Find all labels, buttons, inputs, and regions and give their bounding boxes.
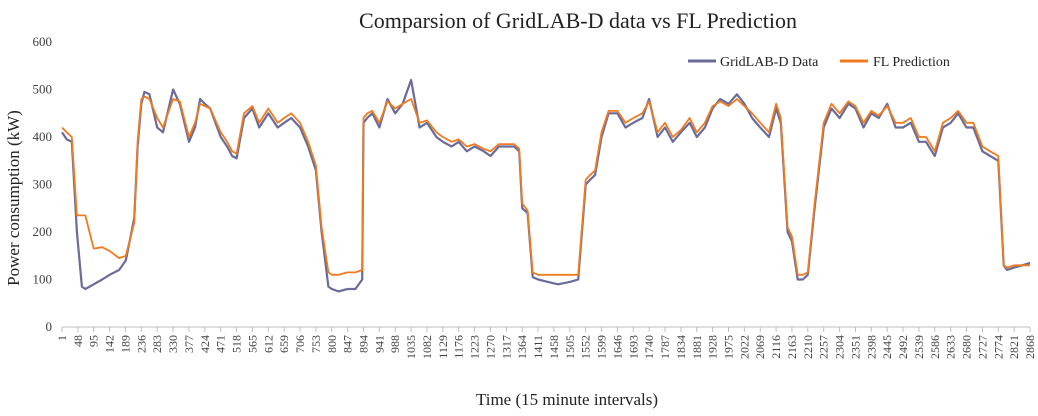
x-tick-label: 1129 xyxy=(436,335,450,359)
x-tick-label: 1552 xyxy=(579,335,593,359)
x-axis-title: Time (15 minute intervals) xyxy=(476,390,658,409)
x-tick-label: 377 xyxy=(182,335,196,353)
series-line-gridlabd xyxy=(61,78,1031,293)
y-axis: 0 100 200 300 400 500 600 xyxy=(33,34,53,334)
x-tick-label: 1 xyxy=(55,335,69,341)
x-tick-label: 1740 xyxy=(642,335,656,359)
chart-title: Comparsion of GridLAB-D data vs FL Predi… xyxy=(359,8,797,33)
x-tick-label: 941 xyxy=(372,335,386,353)
x-tick-label: 2727 xyxy=(975,335,989,359)
x-tick-label: 1693 xyxy=(626,335,640,359)
x-tick-label: 894 xyxy=(357,335,371,353)
x-tick-label: 2398 xyxy=(864,335,878,359)
x-tick-label: 1505 xyxy=(563,335,577,359)
x-tick-label: 95 xyxy=(87,335,101,347)
x-tick-label: 1834 xyxy=(674,335,688,359)
y-tick-label: 400 xyxy=(33,129,53,144)
x-tick-label: 518 xyxy=(230,335,244,353)
x-tick-label: 1317 xyxy=(499,335,513,359)
x-tick-label: 1458 xyxy=(547,335,561,359)
x-tick-label: 1928 xyxy=(706,335,720,359)
x-tick-label: 424 xyxy=(198,335,212,353)
x-tick-label: 236 xyxy=(134,335,148,353)
x-tick-label: 1646 xyxy=(610,335,624,359)
y-tick-label: 100 xyxy=(33,272,53,287)
x-tick-label: 800 xyxy=(325,335,339,353)
series-line-fl-prediction xyxy=(61,95,1030,276)
x-tick-label: 1082 xyxy=(420,335,434,359)
x-tick-label: 2868 xyxy=(1023,335,1037,359)
y-tick-label: 600 xyxy=(33,34,53,49)
x-tick-label: 1223 xyxy=(468,335,482,359)
x-tick-label: 847 xyxy=(341,335,355,353)
x-tick-label: 48 xyxy=(71,335,85,347)
x-tick-label: 189 xyxy=(118,335,132,353)
x-tick-label: 2351 xyxy=(848,335,862,359)
y-axis-title: Power consumption (kW) xyxy=(4,110,23,286)
x-tick-label: 1270 xyxy=(483,335,497,359)
y-tick-label: 200 xyxy=(33,224,53,239)
x-tick-label: 706 xyxy=(293,335,307,353)
x-tick-label: 471 xyxy=(214,335,228,353)
x-tick-label: 2539 xyxy=(912,335,926,359)
x-tick-label: 1881 xyxy=(690,335,704,359)
x-tick-label: 330 xyxy=(166,335,180,353)
x-tick-label: 2210 xyxy=(801,335,815,359)
x-tick-label: 283 xyxy=(150,335,164,353)
x-tick-label: 1035 xyxy=(404,335,418,359)
y-tick-label: 300 xyxy=(33,177,53,192)
legend-label-gridlabd: GridLAB-D Data xyxy=(720,55,819,70)
x-tick-label: 2586 xyxy=(928,335,942,359)
legend-label-fl-prediction: FL Prediction xyxy=(873,55,950,70)
x-axis: 1 48 95 142 189 236 283 330 377 424 471 518 565 612 65… xyxy=(55,326,1037,359)
y-tick-label: 0 xyxy=(46,319,53,334)
x-tick-label: 2680 xyxy=(960,335,974,359)
x-tick-label: 2492 xyxy=(896,335,910,359)
x-tick-label: 612 xyxy=(261,335,275,353)
legend: GridLAB-D Data FL Prediction xyxy=(688,55,950,70)
y-tick-label: 500 xyxy=(33,82,53,97)
x-tick-label: 565 xyxy=(245,335,259,353)
x-tick-label: 2163 xyxy=(785,335,799,359)
x-tick-label: 2257 xyxy=(817,335,831,359)
x-tick-label: 988 xyxy=(388,335,402,353)
x-tick-label: 2774 xyxy=(991,335,1005,359)
x-tick-label: 2445 xyxy=(880,335,894,359)
x-tick-label: 1364 xyxy=(515,335,529,359)
x-tick-label: 2821 xyxy=(1007,335,1021,359)
x-tick-label: 659 xyxy=(277,335,291,353)
x-tick-label: 2069 xyxy=(753,335,767,359)
x-tick-label: 2304 xyxy=(833,335,847,359)
x-tick-label: 2116 xyxy=(769,335,783,359)
x-tick-label: 1176 xyxy=(452,335,466,359)
x-tick-label: 142 xyxy=(103,335,117,353)
x-tick-label: 753 xyxy=(309,335,323,353)
x-tick-label: 2022 xyxy=(737,335,751,359)
plot-area xyxy=(61,78,1031,293)
x-tick-label: 1599 xyxy=(595,335,609,359)
x-tick-label: 1411 xyxy=(531,335,545,359)
x-tick-label: 2633 xyxy=(944,335,958,359)
x-tick-label: 1975 xyxy=(721,335,735,359)
x-tick-label: 1787 xyxy=(658,335,672,359)
